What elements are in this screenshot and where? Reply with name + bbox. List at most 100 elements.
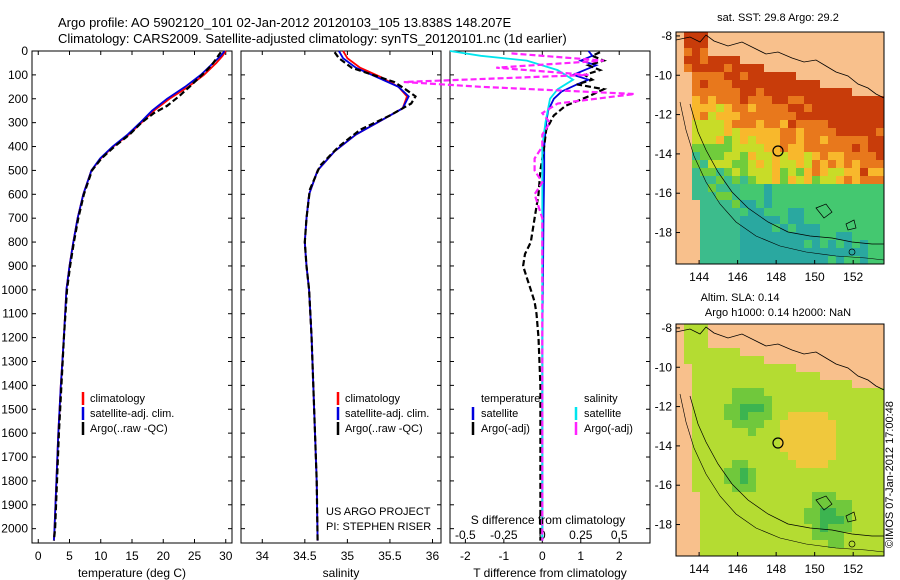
sst-cell [876, 104, 884, 112]
sla-cell [804, 484, 812, 492]
sst-cell [828, 224, 836, 232]
sla-cell [772, 404, 780, 412]
sst-cell [828, 160, 836, 168]
sla-cell [724, 492, 732, 500]
sla-cell [700, 428, 708, 436]
sst-cell [700, 80, 708, 88]
sst-cell [780, 168, 788, 176]
sst-cell [796, 216, 804, 224]
temperature-x-axis-label: temperature (deg C) [78, 566, 186, 580]
sst-cell [860, 208, 868, 216]
sla-cell [796, 388, 804, 396]
sla-cell [764, 364, 772, 372]
sla-cell [828, 492, 836, 500]
sst-cell [868, 160, 876, 168]
sla-cell [812, 444, 820, 452]
sst-cell [708, 152, 716, 160]
sst-cell [860, 184, 868, 192]
sla-cell [804, 404, 812, 412]
sst-cell [716, 240, 724, 248]
sst-cell [812, 120, 820, 128]
sst-cell [732, 176, 740, 184]
sla-cell [756, 412, 764, 420]
sst-cell [868, 200, 876, 208]
sla-cell [820, 532, 828, 540]
sla-cell [748, 364, 756, 372]
sst-cell [876, 168, 884, 176]
s-difference-tick-label: -0.25 [490, 528, 518, 542]
sla-cell [772, 412, 780, 420]
sst-cell [756, 96, 764, 104]
sla-cell [692, 420, 700, 428]
sla-cell [780, 372, 788, 380]
sla-cell [756, 508, 764, 516]
sst-cell [836, 120, 844, 128]
sla-cell [692, 428, 700, 436]
sla-cell [764, 548, 772, 556]
sla-cell [828, 436, 836, 444]
sla-cell [788, 444, 796, 452]
sst-cell [748, 112, 756, 120]
sst-cell [820, 192, 828, 200]
sla-cell [692, 452, 700, 460]
difference-x-tick-label: 2 [616, 549, 623, 563]
sst-cell [788, 88, 796, 96]
sst-cell [724, 224, 732, 232]
sst-cell [708, 240, 716, 248]
sla-cell [724, 364, 732, 372]
sst-map: sat. SST: 29.8 Argo: 29.2 144 146 148 150 15… [655, 12, 885, 284]
sst-cell [796, 128, 804, 136]
sst-cell [756, 184, 764, 192]
sst-cell [876, 192, 884, 200]
sla-cell [764, 476, 772, 484]
sla-cell [876, 396, 884, 404]
sst-cell [828, 232, 836, 240]
sst-cell [876, 96, 884, 104]
sla-cell [828, 516, 836, 524]
sst-cell [868, 168, 876, 176]
sla-cell [780, 468, 788, 476]
sla-cell [724, 356, 732, 364]
sst-cell [748, 224, 756, 232]
sst-cell [692, 112, 700, 120]
sla-cell [740, 396, 748, 404]
sla-cell [748, 540, 756, 548]
sst-lon-label: 146 [728, 270, 748, 284]
sla-cell [820, 548, 828, 556]
sla-cell [756, 548, 764, 556]
sst-cell [716, 248, 724, 256]
sst-cell [716, 96, 724, 104]
sla-cell [844, 548, 852, 556]
sst-cell [740, 192, 748, 200]
sla-cell [764, 420, 772, 428]
sst-cell [708, 80, 716, 88]
depth-tick-label: 1900 [1, 498, 28, 512]
sst-cell [876, 128, 884, 136]
sst-cell [836, 96, 844, 104]
sst-cell [708, 64, 716, 72]
difference-x-tick-label: 0 [539, 549, 546, 563]
sla-cell [860, 468, 868, 476]
sla-cell [868, 508, 876, 516]
sla-cell [716, 380, 724, 388]
sla-map-title: Altim. SLA: 0.14 [701, 292, 780, 304]
sst-cell [804, 240, 812, 248]
sla-cell [844, 380, 852, 388]
sla-cell [756, 540, 764, 548]
sst-cell [804, 200, 812, 208]
sla-cell [756, 396, 764, 404]
sst-cell [708, 56, 716, 64]
sst-cell [772, 168, 780, 176]
sla-cell [684, 340, 692, 348]
sst-cell [852, 160, 860, 168]
sst-cell [764, 200, 772, 208]
sst-cell [756, 112, 764, 120]
sst-cell [692, 160, 700, 168]
sst-cell [844, 152, 852, 160]
sla-cell [756, 436, 764, 444]
sst-cell [708, 248, 716, 256]
sla-cell [820, 452, 828, 460]
sla-cell [836, 404, 844, 412]
sla-cell [804, 524, 812, 532]
sla-cell [812, 540, 820, 548]
